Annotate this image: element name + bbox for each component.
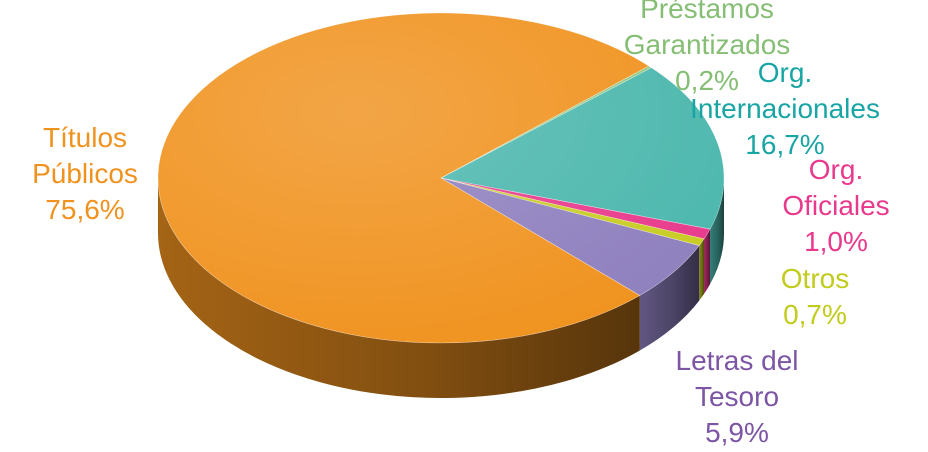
slice-label-5: Préstamos Garantizados 0,2%	[624, 0, 791, 99]
slice-label-2: Otros 0,7%	[781, 261, 849, 333]
slice-label-3: Letras del Tesoro 5,9%	[676, 343, 799, 451]
pie-side-shade-4	[157, 178, 640, 398]
slice-percent-label: 5,9%	[705, 417, 769, 448]
slice-percent-label: 16,7%	[745, 129, 825, 160]
slice-percent-label: 0,2%	[675, 65, 739, 96]
slice-label-1: Org. Oficiales 1,0%	[782, 152, 889, 260]
slice-label-line: Títulos	[42, 122, 128, 153]
slice-label-line: Otros	[780, 263, 850, 294]
slice-label-line: Internacionales	[690, 93, 880, 124]
slice-percent-label: 0,7%	[783, 299, 847, 330]
slice-label-line: Org.	[808, 154, 864, 185]
slice-label-line: Públicos	[32, 158, 138, 189]
slice-label-line: Oficiales	[782, 190, 890, 221]
pie-side-shade-2	[699, 238, 705, 301]
slice-label-line: Letras del	[675, 345, 799, 376]
pie-side-shade-3	[639, 245, 700, 351]
slice-label-0: Org. Internacionales 16,7%	[690, 55, 880, 163]
slice-label-line: Org.	[757, 57, 813, 88]
slice-label-line: Garantizados	[623, 29, 791, 60]
slice-label-line: Tesoro	[694, 381, 780, 412]
pie-tops	[157, 12, 725, 344]
slice-percent-label: 75,6%	[45, 194, 125, 225]
pie-side-shade-1	[704, 229, 711, 294]
slice-label-line: Préstamos	[640, 0, 774, 24]
pie-top-shine	[158, 13, 724, 343]
slice-label-4: Títulos Públicos 75,6%	[32, 120, 138, 228]
slice-percent-label: 1,0%	[804, 226, 868, 257]
pie-sides	[157, 178, 724, 398]
